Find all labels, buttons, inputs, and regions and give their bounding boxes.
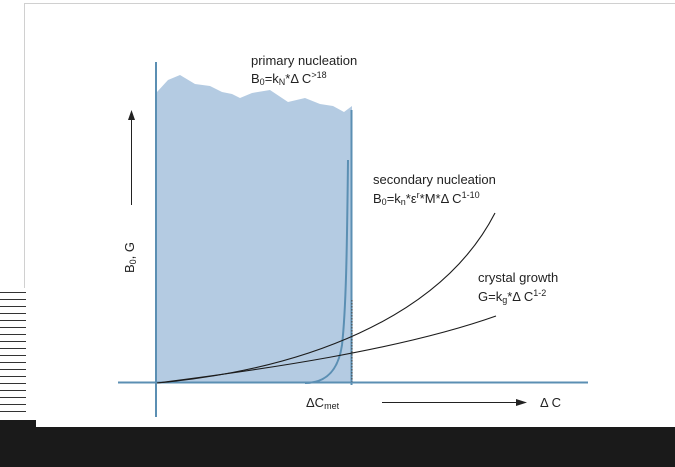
left-frame-line <box>24 3 25 288</box>
primary-nucleation-curve <box>304 159 349 384</box>
x-arrow-head-icon <box>516 399 527 406</box>
primary-nucleation-title: primary nucleation <box>251 53 358 68</box>
top-frame-line <box>24 3 675 4</box>
left-tick-stack <box>0 292 26 412</box>
primary-nucleation-region <box>157 75 352 383</box>
bottom-dark-bar <box>0 427 675 467</box>
bottom-dark-tab <box>0 420 36 430</box>
delta-c-met-label: ΔCmet <box>306 395 340 411</box>
y-arrow-head-icon <box>128 110 135 120</box>
crystal-growth-title: crystal growth <box>478 270 559 285</box>
x-axis-label: Δ C <box>540 395 561 410</box>
primary-nucleation-equation: B0=kN*Δ C>18 <box>251 70 327 87</box>
secondary-nucleation-equation: B0=kn*εr*M*Δ C1-10 <box>373 190 480 207</box>
y-axis-label: B0, G <box>122 241 138 273</box>
crystal-growth-curve <box>156 315 497 384</box>
crystal-growth-equation: G=kg*Δ C1-2 <box>478 288 547 305</box>
secondary-nucleation-title: secondary nucleation <box>373 172 496 187</box>
